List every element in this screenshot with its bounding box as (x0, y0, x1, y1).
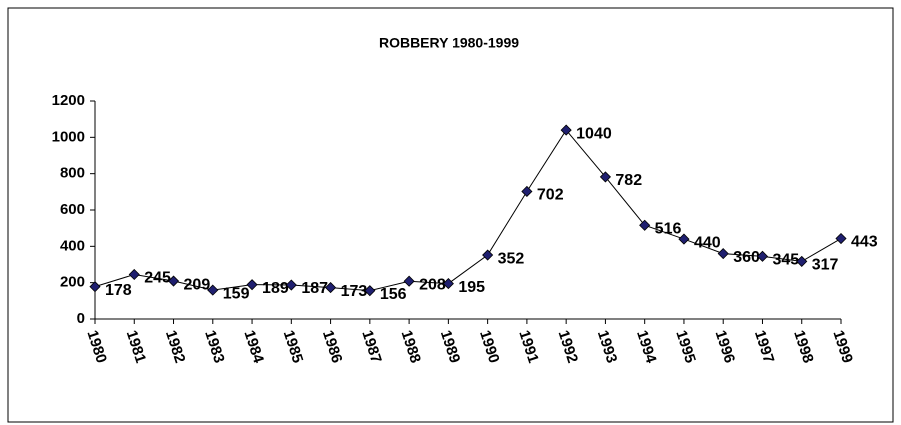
data-label: 702 (537, 187, 564, 204)
marker (835, 232, 847, 245)
marker (796, 255, 808, 267)
data-label: 209 (184, 276, 211, 293)
y-tick-label: 800 (60, 165, 85, 182)
marker (442, 278, 454, 290)
data-label: 1040 (576, 125, 612, 142)
data-label: 443 (851, 234, 878, 251)
y-tick-label: 1200 (52, 92, 85, 109)
marker (678, 233, 690, 245)
data-label: 516 (655, 220, 682, 237)
data-label: 187 (301, 280, 328, 297)
y-tick-label: 400 (60, 237, 85, 254)
marker (482, 249, 494, 261)
marker (246, 279, 258, 291)
data-label: 352 (498, 250, 525, 267)
data-label: 782 (615, 172, 642, 189)
marker (717, 248, 729, 260)
marker (89, 281, 101, 293)
marker (599, 171, 611, 183)
data-label: 178 (105, 282, 132, 299)
marker (207, 284, 219, 296)
chart-title: ROBBERY 1980-1999 (379, 35, 519, 51)
data-label: 245 (144, 270, 171, 287)
data-label: 195 (458, 279, 485, 296)
data-label: 159 (223, 285, 250, 302)
line (94, 129, 842, 292)
chart-frame (7, 7, 894, 423)
data-label: 189 (262, 280, 289, 297)
data-label: 156 (380, 286, 407, 303)
marker (521, 185, 533, 198)
data-label: 440 (694, 234, 721, 251)
y-tick-label: 0 (77, 310, 85, 327)
marker (325, 282, 337, 294)
y-tick-label: 1000 (52, 128, 85, 145)
marker (364, 285, 376, 297)
marker (639, 219, 651, 231)
marker (560, 124, 572, 136)
marker (167, 275, 180, 287)
marker (128, 268, 140, 281)
marker (756, 250, 769, 262)
marker (285, 279, 297, 291)
y-tick-label: 600 (60, 201, 85, 218)
data-label: 317 (812, 257, 839, 274)
data-label: 208 (419, 276, 446, 293)
data-label: 345 (772, 252, 799, 269)
y-tick-label: 200 (60, 274, 85, 291)
data-label: 173 (341, 283, 368, 300)
data-label: 360 (733, 249, 760, 266)
marker (403, 275, 415, 287)
